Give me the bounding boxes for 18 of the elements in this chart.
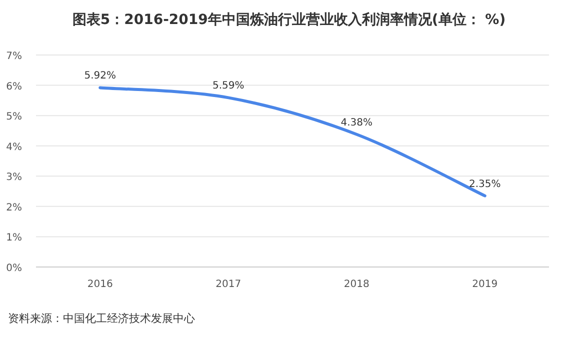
data-label: 4.38% [340, 117, 373, 128]
data-label: 5.92% [84, 70, 116, 82]
text: 资料来源：中国化工经济技术发展中心 [8, 312, 195, 325]
data-label: 5.59% [212, 80, 244, 92]
data-label: 2.35% [468, 178, 501, 190]
x-tick-label: 2018 [344, 279, 370, 290]
y-tick-label: 5% [6, 112, 22, 123]
chart-title: 图表5：2016-2019年中国炼油行业营业收入利润率情况(单位： %) [72, 11, 506, 28]
y-tick-label: 2% [6, 202, 22, 214]
y-tick-label: 3% [6, 172, 22, 184]
x-tick-label: 2016 [87, 279, 113, 290]
y-tick-label: 6% [6, 81, 22, 92]
y-tick-label: 7% [6, 51, 22, 62]
x-tick-label: 2019 [472, 279, 498, 290]
y-tick-label: 4% [6, 142, 22, 153]
y-tick-label: 0% [6, 263, 22, 274]
x-tick-label: 2017 [216, 279, 242, 290]
y-tick-label: 1% [6, 232, 22, 244]
